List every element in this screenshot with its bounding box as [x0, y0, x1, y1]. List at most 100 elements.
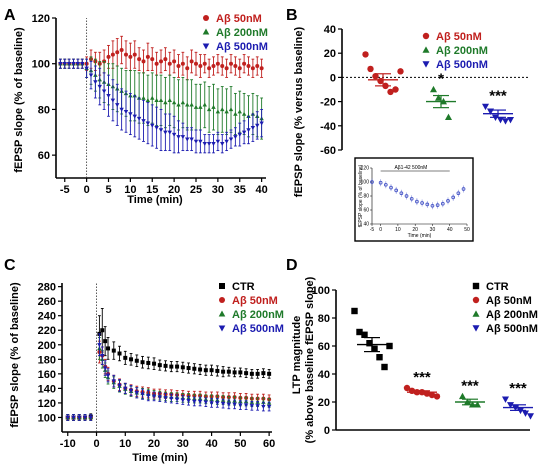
y-tick-label: 280 [38, 282, 56, 294]
data-point [224, 109, 229, 114]
inset-point [461, 187, 466, 191]
data-point [249, 404, 255, 409]
data-point [241, 111, 247, 116]
data-point [202, 102, 207, 107]
legend-marker [422, 46, 430, 53]
legend-label: Aβ 200nM [436, 45, 488, 57]
x-tick-label: 40 [256, 184, 268, 196]
legend-label: Aβ 50nM [486, 295, 532, 307]
inset-y-tick-label: 120 [361, 166, 370, 172]
data-point [242, 61, 247, 66]
y-tick-label: 0 [324, 425, 330, 437]
data-point [117, 383, 122, 388]
data-point [367, 65, 374, 73]
data-point [71, 415, 76, 420]
data-point [429, 85, 438, 93]
inset-x-tick-label: -5 [370, 227, 375, 233]
data-point [167, 130, 172, 135]
significance-label: *** [509, 380, 527, 397]
data-point [229, 61, 233, 66]
data-point [137, 57, 142, 62]
x-tick-label: 25 [190, 184, 202, 196]
data-point [206, 142, 212, 147]
inset-point [415, 199, 419, 204]
legend-marker [202, 28, 210, 35]
panel-label-d: D [286, 257, 298, 274]
inset-y-tick-label: 40 [363, 222, 369, 228]
data-point [259, 66, 264, 71]
group-Aβ-50nM [403, 384, 441, 400]
x-tick-label: 0 [93, 438, 99, 450]
panel-a-xlabel: Time (min) [127, 194, 183, 206]
data-point [220, 64, 225, 68]
data-point [75, 62, 81, 67]
data-point [150, 123, 155, 128]
x-tick-label: 30 [177, 438, 189, 450]
legend-marker [472, 310, 480, 317]
data-point [154, 126, 159, 131]
y-tick-label: 60 [38, 150, 50, 162]
x-tick-label: 60 [263, 438, 275, 450]
legend-label: Aβ 500nM [486, 323, 538, 335]
significance-label: *** [489, 87, 507, 104]
data-point [132, 114, 137, 119]
data-point [151, 394, 157, 399]
data-point [226, 369, 231, 374]
data-point [115, 103, 120, 108]
panel-c-plot: -10 0 10 20 30 40 50 60 100 120 140 160 180 200 220 240… [38, 281, 284, 450]
data-point [259, 121, 264, 126]
data-point [124, 52, 128, 57]
data-point [154, 97, 159, 102]
data-point [106, 54, 111, 59]
x-tick-label: 5 [105, 184, 111, 196]
data-point [154, 61, 159, 66]
data-point [371, 345, 378, 352]
inset-point [378, 180, 383, 185]
data-point [381, 363, 388, 371]
data-point [428, 391, 436, 399]
inset: -5 0 10 20 30 40 50 40 60 80 100 120 Time (min) fEPSP… [354, 157, 474, 242]
significance-label: *** [413, 369, 431, 386]
legend-label: Aβ 500nM [436, 59, 488, 71]
data-point [176, 102, 181, 107]
data-point [243, 403, 249, 408]
y-tick-label: 200 [38, 340, 56, 352]
data-point [501, 118, 510, 125]
data-point [215, 401, 220, 406]
data-point [175, 364, 180, 369]
data-point [496, 117, 505, 124]
data-point [209, 368, 214, 373]
x-tick-label: 0 [84, 184, 90, 196]
series-Aβ-500nM [58, 58, 264, 154]
data-point [198, 64, 203, 68]
data-point [246, 128, 251, 133]
data-point [163, 396, 168, 401]
data-point [128, 112, 133, 117]
data-point [163, 100, 168, 105]
data-point [128, 54, 133, 59]
data-point [220, 401, 226, 406]
inset-point [425, 202, 430, 207]
data-point [366, 340, 373, 347]
data-point [224, 139, 229, 144]
data-point [110, 52, 115, 57]
data-point [65, 415, 70, 420]
data-point [158, 128, 164, 133]
legend-marker [422, 32, 430, 40]
data-point [233, 135, 238, 140]
data-point [192, 366, 197, 371]
inset-point [404, 194, 409, 198]
data-point [171, 100, 177, 105]
inset-point [440, 201, 445, 206]
data-point [185, 137, 190, 142]
y-tick-label: 220 [38, 325, 56, 337]
x-tick-label: 30 [212, 184, 224, 196]
data-point [233, 111, 238, 116]
data-point [362, 51, 369, 58]
y-tick-label: 160 [38, 369, 56, 381]
data-point [97, 84, 102, 89]
data-point [119, 48, 124, 52]
data-point [141, 95, 146, 100]
data-point [189, 102, 194, 107]
data-point [71, 62, 76, 67]
